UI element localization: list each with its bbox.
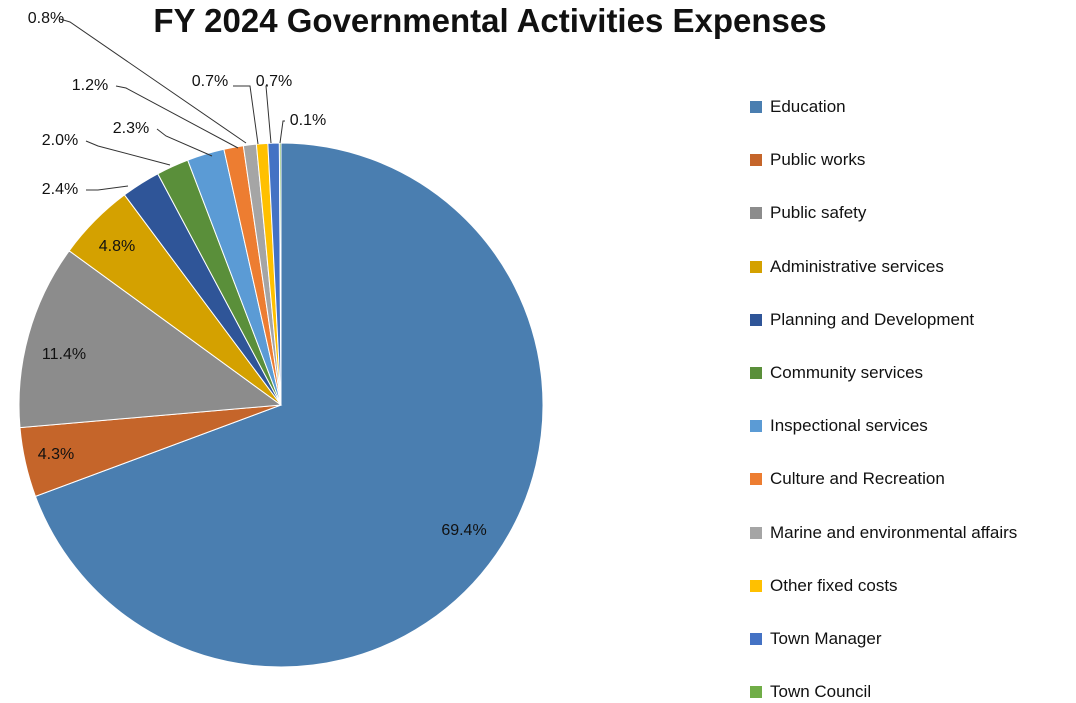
legend-swatch: [750, 633, 762, 645]
legend-label: Education: [770, 97, 846, 116]
data-label: 2.4%: [42, 181, 78, 198]
legend-swatch: [750, 367, 762, 379]
legend-label: Culture and Recreation: [770, 469, 945, 489]
data-label: 0.7%: [256, 73, 292, 90]
legend-swatch: [750, 473, 762, 486]
leader-line: [279, 120, 285, 144]
leader-line: [59, 18, 247, 144]
legend-item: Inspectional services: [750, 415, 928, 437]
legend-label: Town Manager: [770, 629, 882, 648]
data-label: 0.7%: [192, 73, 228, 90]
data-label: 0.1%: [290, 112, 326, 129]
legend-item: Other fixed costs: [750, 575, 898, 597]
legend-swatch: [750, 526, 762, 539]
legend-item: Education: [750, 96, 846, 118]
leader-line: [115, 85, 239, 149]
legend-label: Other fixed costs: [770, 575, 898, 595]
pie-slice-public-safety: [18, 250, 283, 429]
leader-line: [233, 85, 259, 145]
leader-line: [156, 128, 213, 157]
data-label: 2.0%: [42, 132, 78, 149]
legend-swatch: [750, 420, 762, 433]
legend-swatch: [750, 260, 762, 273]
data-label: 11.4%: [42, 346, 86, 363]
data-label: 4.8%: [99, 238, 135, 255]
legend-label: Planning and Development: [770, 309, 975, 329]
legend-item: Public safety: [750, 202, 866, 224]
pie-slice-education: [34, 142, 544, 668]
legend-swatch: [750, 154, 762, 167]
legend-item: Community services: [750, 362, 923, 384]
legend-label: Public works: [770, 150, 866, 170]
legend-item: Public works: [750, 149, 865, 171]
legend-item: Administrative services: [750, 256, 944, 278]
legend-label: Public safety: [770, 203, 867, 223]
legend-item: Town Manager: [750, 628, 882, 650]
legend-swatch: [750, 207, 762, 220]
legend-swatch: [750, 101, 762, 113]
data-label: 2.3%: [113, 120, 149, 137]
data-label: 69.4%: [441, 522, 486, 539]
data-label: 4.3%: [38, 446, 74, 463]
leader-line: [265, 85, 272, 144]
legend-label: Administrative services: [770, 256, 944, 276]
legend-label: Town Council: [770, 682, 872, 702]
legend-swatch: [750, 313, 762, 326]
legend-item: Town Council: [750, 681, 871, 703]
data-label: 0.8%: [28, 10, 64, 27]
chart-title: FY 2024 Governmental Activities Expenses: [153, 2, 827, 39]
legend-swatch: [750, 686, 762, 699]
leader-line: [86, 185, 129, 191]
legend-swatch: [750, 579, 762, 592]
legend-item: Planning and Development: [750, 309, 974, 331]
legend-item: Marine and environmental affairs: [750, 522, 1017, 544]
leader-line: [85, 140, 171, 166]
legend-item: Culture and Recreation: [750, 468, 945, 490]
legend-label: Community services: [770, 363, 924, 382]
legend-label: Inspectional services: [770, 416, 928, 436]
legend-label: Marine and environmental affairs: [770, 522, 1018, 542]
data-label: 1.2%: [72, 77, 108, 94]
